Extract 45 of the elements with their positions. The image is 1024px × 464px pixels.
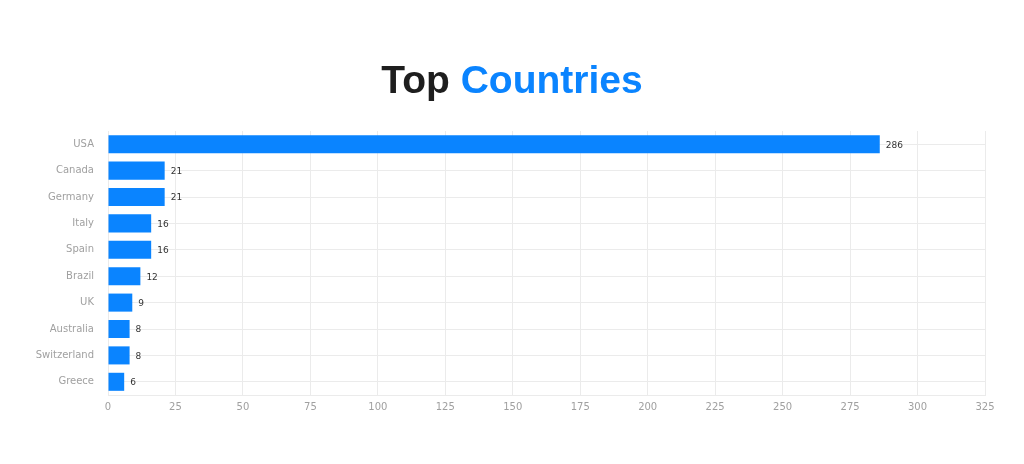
x-tick-label: 225 xyxy=(705,400,725,412)
bar xyxy=(108,240,152,259)
bar xyxy=(108,293,133,312)
x-tick-label: 325 xyxy=(975,400,995,412)
x-tick-label: 25 xyxy=(169,400,182,412)
data-label: 6 xyxy=(130,377,137,388)
data-label: 286 xyxy=(885,139,904,150)
bar xyxy=(108,135,880,154)
x-tick-label: 300 xyxy=(907,400,928,412)
data-label: 21 xyxy=(170,192,183,203)
y-tick-label: Greece xyxy=(58,375,94,387)
data-label: 8 xyxy=(135,350,142,361)
bar xyxy=(108,187,165,207)
y-tick-label: Brazil xyxy=(66,269,94,281)
bar xyxy=(108,319,130,339)
data-label: 16 xyxy=(157,245,169,256)
x-tick-label: 75 xyxy=(304,400,317,412)
y-tick-label: Australia xyxy=(49,322,94,334)
data-label: 8 xyxy=(135,324,142,335)
y-tick-label: USA xyxy=(73,137,95,149)
y-tick-label: Switzerland xyxy=(35,348,94,360)
y-tick-label: Canada xyxy=(55,164,94,176)
bar xyxy=(108,161,165,180)
bar xyxy=(108,372,125,391)
x-tick-label: 100 xyxy=(368,400,388,412)
y-tick-label: Germany xyxy=(48,190,95,202)
y-tick-label: Italy xyxy=(72,216,95,228)
x-tick-label: 50 xyxy=(236,400,250,412)
data-label: 16 xyxy=(157,218,169,229)
bar xyxy=(108,346,130,365)
data-label: 21 xyxy=(170,165,183,176)
x-tick-label: 150 xyxy=(503,400,523,412)
data-label: 9 xyxy=(138,297,145,308)
bar xyxy=(108,214,152,233)
data-label: 12 xyxy=(146,271,158,282)
bar xyxy=(108,267,141,286)
y-tick-label: UK xyxy=(80,296,95,308)
chart-title: Top Countries xyxy=(381,58,643,101)
x-tick-label: 0 xyxy=(104,400,112,412)
x-tick-label: 250 xyxy=(773,400,793,412)
x-tick-label: 125 xyxy=(435,400,455,412)
x-tick-label: 200 xyxy=(638,400,658,412)
y-tick-label: Spain xyxy=(66,243,94,255)
x-tick-label: 275 xyxy=(840,400,860,412)
x-tick-label: 175 xyxy=(570,400,590,412)
